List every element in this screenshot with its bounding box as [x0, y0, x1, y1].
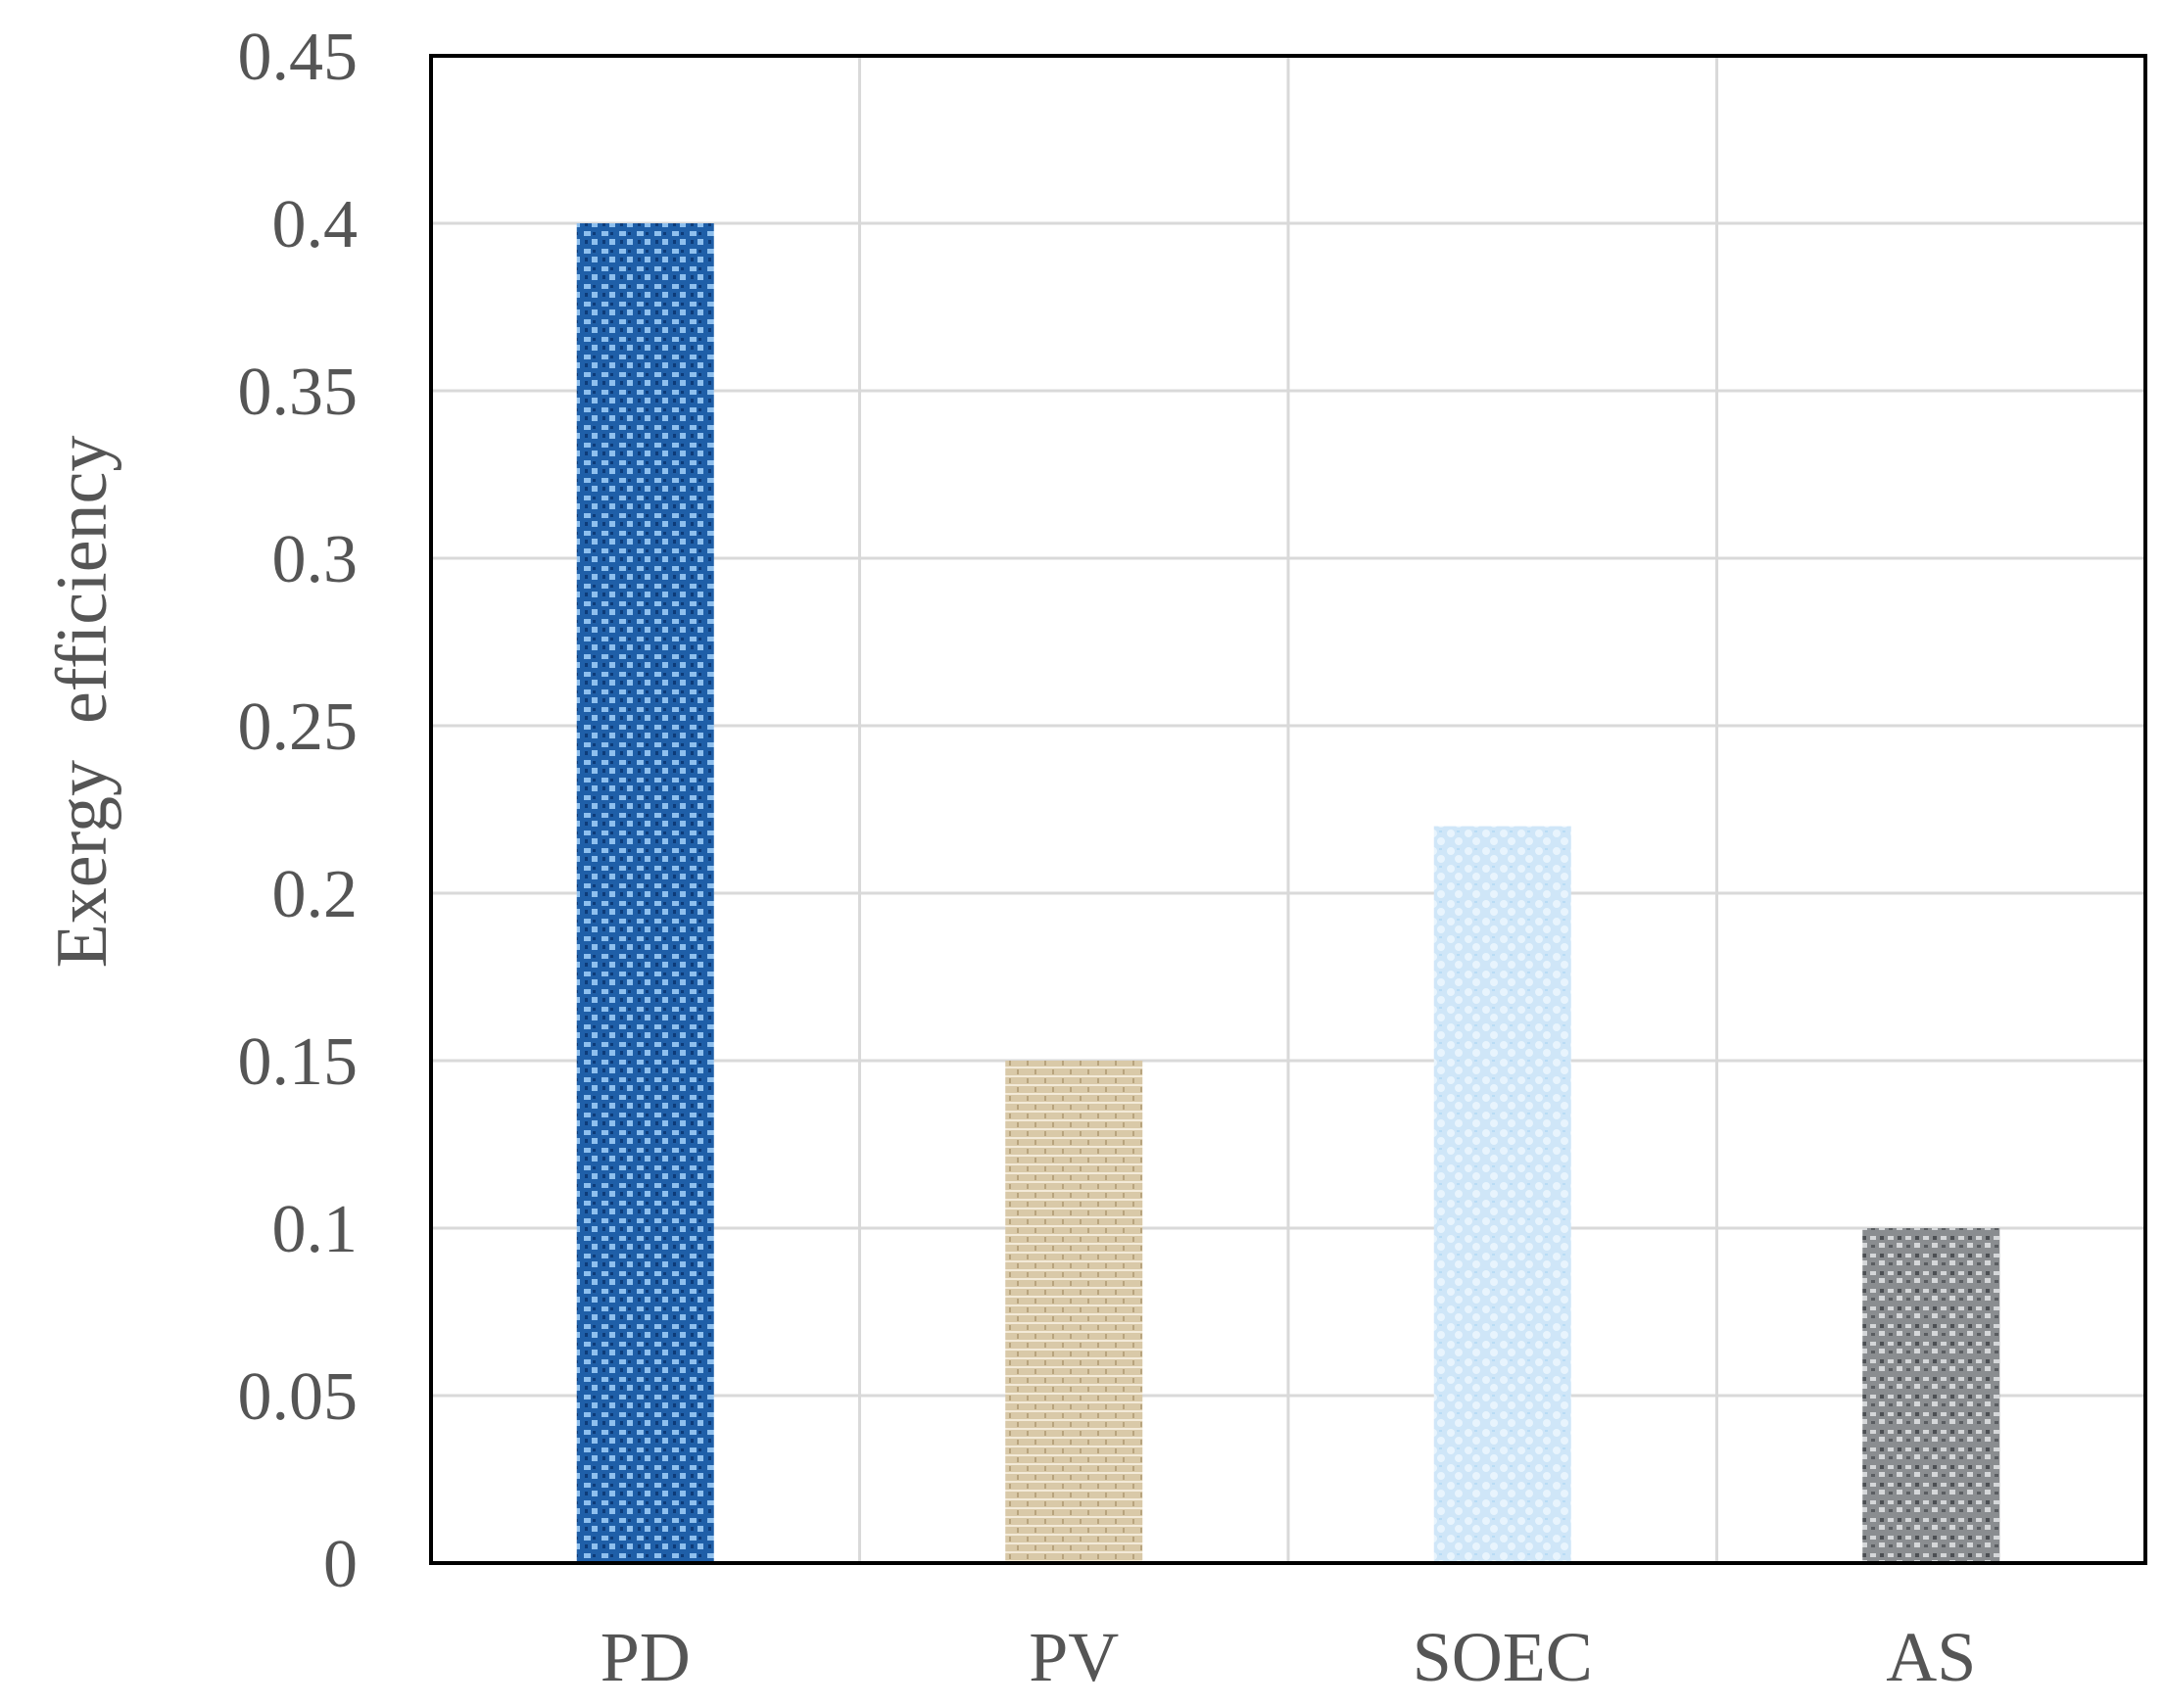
x-axis-category-labels: PD PV SOEC AS — [601, 1618, 1977, 1696]
y-tick-label: 0.05 — [238, 1359, 359, 1435]
y-tick-label: 0.15 — [238, 1024, 359, 1100]
y-axis-title: Exergy efficiency — [42, 436, 122, 969]
y-tick-label: 0 — [323, 1527, 358, 1602]
x-category-label: SOEC — [1413, 1618, 1593, 1696]
y-tick-label: 0.35 — [238, 355, 359, 430]
x-category-label: PD — [601, 1618, 691, 1696]
x-category-label: AS — [1886, 1618, 1976, 1696]
y-axis-tick-labels: 0 0.05 0.1 0.15 0.2 0.25 0.3 0.35 0.4 0.45 — [238, 20, 359, 1602]
y-tick-label: 0.2 — [272, 857, 359, 932]
y-tick-label: 0.25 — [238, 689, 359, 765]
x-category-label: PV — [1029, 1618, 1119, 1696]
bar-pd — [576, 223, 714, 1563]
y-tick-label: 0.4 — [272, 187, 359, 262]
y-tick-label: 0.45 — [238, 20, 359, 95]
plot-area-border — [429, 54, 2147, 1565]
y-tick-label: 0.3 — [272, 522, 359, 597]
bar-soec — [1433, 826, 1571, 1563]
y-tick-label: 0.1 — [272, 1192, 359, 1267]
bar-pv — [1005, 1061, 1143, 1563]
bar-as — [1862, 1228, 2000, 1563]
bars — [576, 223, 2000, 1563]
